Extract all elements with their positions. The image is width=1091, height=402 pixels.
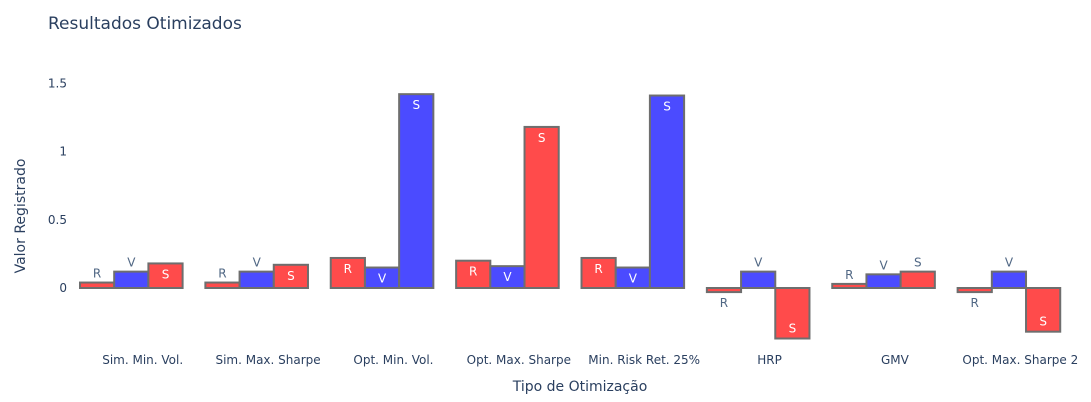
bar (204, 281, 241, 290)
bar (79, 281, 116, 290)
bar-value-label: V (253, 256, 262, 270)
chart-title: Resultados Otimizados (48, 14, 242, 34)
bar-group: R V S (329, 93, 435, 290)
bar-value-label: V (378, 272, 387, 286)
bar-value-label: S (663, 100, 671, 114)
bar-value-label: R (720, 296, 728, 310)
bar-value-label: S (287, 269, 295, 283)
x-tick-label: Min. Risk Ret. 25% (588, 353, 700, 367)
y-tick-label: 1 (59, 145, 67, 159)
bar (329, 256, 366, 290)
bar-value-label: V (629, 272, 638, 286)
bar (990, 270, 1028, 289)
bar (831, 282, 868, 289)
bar-value-label: R (845, 268, 853, 282)
bar-groups: R V S R V S R V S R V S R V S R V S R V S R V S (79, 93, 1062, 340)
x-tick-label: Sim. Min. Vol. (102, 353, 183, 367)
bar-value-label: V (879, 258, 888, 272)
y-tick-label: 0.5 (48, 213, 67, 227)
bar (238, 270, 275, 289)
bar (956, 287, 993, 294)
y-tick-label: 0 (59, 281, 67, 295)
bar (523, 125, 560, 290)
bar-value-label: S (538, 131, 546, 145)
bar (705, 287, 743, 294)
y-tick-label: 1.5 (48, 76, 67, 90)
bar-value-label: R (469, 265, 477, 279)
bar-group: RVS (79, 256, 184, 290)
bar-value-label: R (93, 267, 101, 281)
bar-value-label: V (127, 256, 136, 270)
bar-value-label: S (412, 98, 420, 112)
bar-group: R V S (455, 125, 560, 290)
bar (1025, 287, 1062, 333)
bar (899, 270, 936, 289)
y-axis-ticks: 0 0.5 1 1.5 (48, 76, 67, 295)
bar-group: R V S (580, 94, 686, 290)
bar-value-label: S (789, 322, 797, 336)
x-tick-label: Opt. Max. Sharpe (467, 353, 571, 367)
x-tick-label: GMV (881, 353, 910, 367)
bar (865, 273, 902, 290)
bar-value-label: S (914, 256, 922, 270)
bar-value-label: V (754, 256, 763, 270)
x-axis-ticks: Sim. Min. Vol. Sim. Max. Sharpe Opt. Min. … (102, 353, 1078, 367)
bar-value-label: V (1005, 256, 1014, 270)
bar-value-label: R (344, 262, 352, 276)
bar-group: RVS (204, 256, 309, 290)
x-tick-label: Opt. Max. Sharpe 2 (962, 353, 1078, 367)
bar-group: R V S (705, 256, 811, 340)
bar (774, 287, 811, 340)
bar (740, 270, 777, 289)
x-tick-label: Sim. Max. Sharpe (215, 353, 320, 367)
x-tick-label: Opt. Min. Vol. (353, 353, 433, 367)
bar (147, 262, 184, 289)
x-axis-title: Tipo de Otimização (512, 379, 648, 395)
bar-value-label: R (218, 267, 226, 281)
bar-value-label: V (503, 270, 512, 284)
bar-value-label: R (594, 262, 602, 276)
bar-value-label: S (162, 267, 170, 281)
bar-group: R V S (956, 256, 1062, 333)
x-tick-label: HRP (757, 353, 782, 367)
bar (648, 94, 686, 289)
bar-value-label: S (1039, 315, 1047, 329)
bar-value-label: R (971, 296, 979, 310)
bar (113, 270, 150, 289)
bar (398, 93, 435, 289)
bar (272, 263, 309, 290)
